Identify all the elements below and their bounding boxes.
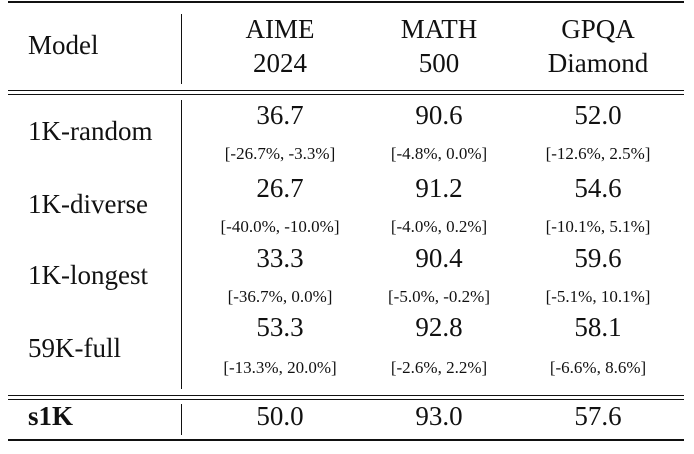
model-column-divider-body xyxy=(181,100,182,389)
gpqa-value: 54.6 xyxy=(574,173,622,203)
gpqa-header-line1: GPQA xyxy=(561,14,635,44)
aime-interval: [-40.0%, -10.0%] xyxy=(220,217,340,236)
gpqa-interval: [-6.6%, 8.6%] xyxy=(549,358,647,377)
row-model-label: 1K-longest xyxy=(28,260,148,290)
aime-value: 26.7 xyxy=(256,173,304,203)
final-model-label: s1K xyxy=(28,401,74,431)
aime-value: 50.0 xyxy=(256,401,304,431)
aime-value: 36.7 xyxy=(256,100,304,130)
row-model-label: 59K-full xyxy=(28,333,121,363)
final-row-rule-double xyxy=(8,399,684,400)
aime-header-line2: 2024 xyxy=(253,48,307,78)
model-column-divider xyxy=(181,14,182,84)
model-column-divider-final xyxy=(181,404,182,435)
aime-interval: [-13.3%, 20.0%] xyxy=(223,358,337,377)
math-value: 93.0 xyxy=(415,401,463,431)
aime-interval: [-26.7%, -3.3%] xyxy=(224,144,336,163)
gpqa-interval: [-12.6%, 2.5%] xyxy=(545,144,651,163)
gpqa-value: 57.6 xyxy=(574,401,622,431)
results-table: Model AIME 2024 MATH 500 GPQA Diamond 1K… xyxy=(8,0,684,454)
aime-interval: [-36.7%, 0.0%] xyxy=(227,287,333,306)
gpqa-value: 59.6 xyxy=(574,243,622,273)
gpqa-value: 58.1 xyxy=(574,312,622,342)
model-header: Model xyxy=(28,30,99,60)
math-header-line1: MATH xyxy=(400,14,478,44)
top-rule xyxy=(8,1,684,3)
math-value: 92.8 xyxy=(415,312,463,342)
header-rule-double xyxy=(8,94,684,95)
math-interval: [-4.0%, 0.2%] xyxy=(390,217,488,236)
aime-value: 33.3 xyxy=(256,243,304,273)
math-value: 90.6 xyxy=(415,100,463,130)
math-interval: [-2.6%, 2.2%] xyxy=(390,358,488,377)
gpqa-header-line2: Diamond xyxy=(547,48,649,78)
row-model-label: 1K-diverse xyxy=(28,189,148,219)
math-value: 91.2 xyxy=(415,173,463,203)
header-rule xyxy=(8,90,684,91)
math-interval: [-5.0%, -0.2%] xyxy=(388,287,490,306)
math-value: 90.4 xyxy=(415,243,463,273)
row-model-label: 1K-random xyxy=(28,116,153,146)
aime-header-line1: AIME xyxy=(245,14,315,44)
math-header-line2: 500 xyxy=(418,48,460,78)
aime-value: 53.3 xyxy=(256,312,304,342)
gpqa-value: 52.0 xyxy=(574,100,622,130)
gpqa-interval: [-10.1%, 5.1%] xyxy=(545,217,651,236)
math-interval: [-4.8%, 0.0%] xyxy=(390,144,488,163)
gpqa-interval: [-5.1%, 10.1%] xyxy=(545,287,651,306)
bottom-rule xyxy=(8,439,684,441)
final-row-rule xyxy=(8,395,684,396)
